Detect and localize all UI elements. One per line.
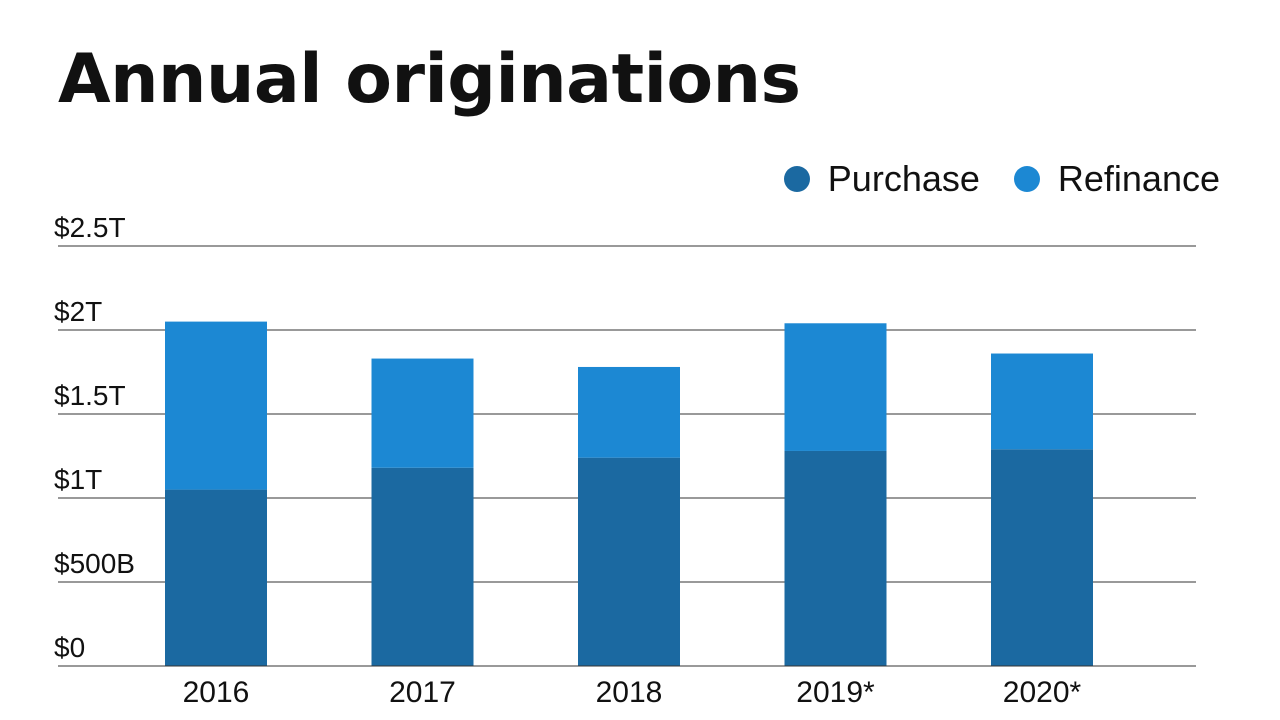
legend-label-purchase: Purchase [827, 158, 980, 199]
bar-refinance-2 [578, 366, 680, 458]
bar-refinance-1 [371, 358, 474, 468]
bar-refinance-4 [991, 353, 1093, 450]
bar-purchase-0 [165, 489, 267, 666]
bar-purchase-2 [578, 457, 680, 666]
y-tick-label-5: $2.5T [54, 212, 126, 243]
legend-item-purchase: Purchase [783, 158, 980, 200]
legend-swatch-refinance [1013, 166, 1040, 192]
bar-purchase-1 [371, 467, 474, 666]
x-tick-label-0: 2016 [183, 676, 250, 709]
x-tick-label-3: 2019* [796, 676, 875, 709]
y-tick-label-1: $500B [54, 548, 135, 579]
bar-refinance-3 [784, 323, 887, 451]
legend-label-refinance: Refinance [1057, 158, 1220, 199]
y-tick-label-2: $1T [54, 464, 102, 495]
legend-swatch-purchase [783, 166, 810, 192]
x-tick-label-4: 2020* [1003, 676, 1082, 709]
x-tick-label-1: 2017 [389, 676, 456, 709]
bar-purchase-3 [784, 450, 887, 666]
bar-refinance-0 [165, 321, 267, 490]
bar-purchase-4 [991, 449, 1093, 666]
chart-legend: Purchase Refinance [783, 158, 1220, 200]
legend-item-refinance: Refinance [1013, 158, 1220, 200]
x-tick-label-2: 2018 [596, 676, 663, 709]
y-tick-label-0: $0 [54, 632, 85, 663]
y-tick-label-4: $2T [54, 296, 102, 327]
chart-title: Annual originations [58, 40, 801, 119]
y-tick-label-3: $1.5T [54, 380, 126, 411]
